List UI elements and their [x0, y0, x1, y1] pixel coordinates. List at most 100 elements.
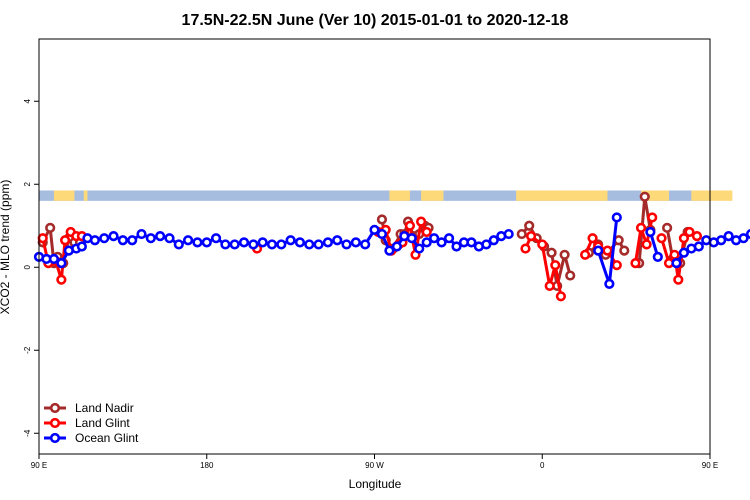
y-axis: -4 -2 0 2 4 [23, 98, 39, 437]
data-point [89, 235, 101, 246]
data-point [481, 239, 492, 250]
data-point [443, 233, 455, 244]
data-point [429, 233, 440, 244]
data-point [229, 239, 240, 250]
data-point [59, 235, 71, 246]
data-point [436, 237, 447, 248]
legend-marker [49, 432, 61, 444]
x-tick-label: 90 E [31, 461, 47, 470]
data-point [376, 214, 388, 225]
data-point [201, 237, 212, 248]
data-point [662, 222, 673, 233]
series-layer [33, 191, 750, 302]
y-axis-label: XCO2 - MLO trend (ppm) [0, 180, 12, 315]
data-point [369, 224, 380, 235]
data-point [155, 231, 166, 242]
data-point [639, 191, 650, 202]
x-tick-label: 90 E [702, 461, 718, 470]
data-point [45, 222, 56, 233]
data-point [341, 239, 352, 250]
data-point [360, 239, 371, 250]
data-point [404, 220, 416, 231]
land-band-segment [53, 190, 75, 201]
data-point [503, 228, 514, 240]
data-point [406, 233, 417, 244]
data-point [257, 237, 268, 248]
data-point [593, 245, 604, 256]
data-point [192, 237, 203, 248]
data-point [525, 231, 537, 242]
data-point [350, 237, 361, 248]
data-point [516, 228, 527, 240]
legend-label: Land Glint [75, 416, 130, 430]
data-point [391, 241, 402, 252]
data-point [451, 241, 462, 252]
data-point [488, 235, 499, 246]
data-point [565, 270, 576, 281]
data-point [546, 247, 557, 258]
data-point [127, 235, 138, 246]
data-point [684, 226, 695, 238]
data-point [716, 235, 727, 246]
data-point [117, 235, 128, 246]
data-point [604, 278, 615, 289]
data-point [745, 229, 750, 240]
data-point [48, 253, 60, 265]
data-point [37, 233, 48, 244]
data-point [641, 239, 652, 250]
legend-marker [49, 417, 61, 429]
x-tick-label: 0 [540, 461, 545, 470]
data-point [384, 245, 395, 256]
land-band-segment [389, 190, 410, 201]
data-point [669, 249, 680, 260]
data-point [376, 228, 388, 240]
legend-marker [49, 402, 61, 414]
data-point [108, 231, 119, 242]
data-point [173, 239, 184, 250]
y-tick-label: -4 [23, 429, 32, 437]
land-band-segment [691, 190, 733, 201]
data-point [524, 220, 535, 231]
data-point [304, 239, 315, 250]
data-point [693, 241, 704, 252]
data-point [313, 239, 324, 250]
data-point [671, 258, 682, 269]
data-point [555, 291, 566, 302]
land-band-segment [83, 190, 88, 201]
data-point [183, 235, 194, 246]
y-tick-label: 2 [23, 181, 32, 186]
data-point [673, 274, 684, 285]
data-point [520, 243, 531, 254]
data-point [580, 249, 591, 260]
data-point [738, 233, 749, 244]
data-point [678, 247, 690, 258]
data-point [238, 237, 250, 248]
land-band-segment [421, 190, 444, 201]
legend-label: Land Nadir [75, 401, 134, 415]
data-point [559, 249, 570, 260]
data-point [220, 239, 231, 250]
data-point [587, 233, 598, 244]
data-point [276, 239, 287, 250]
data-point [210, 233, 222, 244]
data-point [647, 212, 658, 223]
data-point [136, 228, 147, 240]
data-point [630, 258, 641, 269]
data-point [611, 260, 622, 271]
data-point [602, 245, 613, 256]
data-point [421, 226, 432, 238]
data-point [678, 233, 690, 244]
data-point [56, 258, 67, 269]
data-point [415, 216, 427, 227]
data-point [414, 243, 425, 254]
land-band-segment [641, 190, 669, 201]
land-band-segment [516, 190, 608, 201]
data-point [544, 280, 555, 292]
data-point [550, 260, 561, 271]
x-axis: 90 E 180 90 W 0 90 E [31, 454, 718, 470]
y-tick-label: 4 [23, 98, 32, 103]
y-tick-label: -2 [23, 346, 32, 354]
data-point [322, 237, 334, 248]
chart-title: 17.5N-22.5N June (Ver 10) 2015-01-01 to … [182, 12, 569, 29]
